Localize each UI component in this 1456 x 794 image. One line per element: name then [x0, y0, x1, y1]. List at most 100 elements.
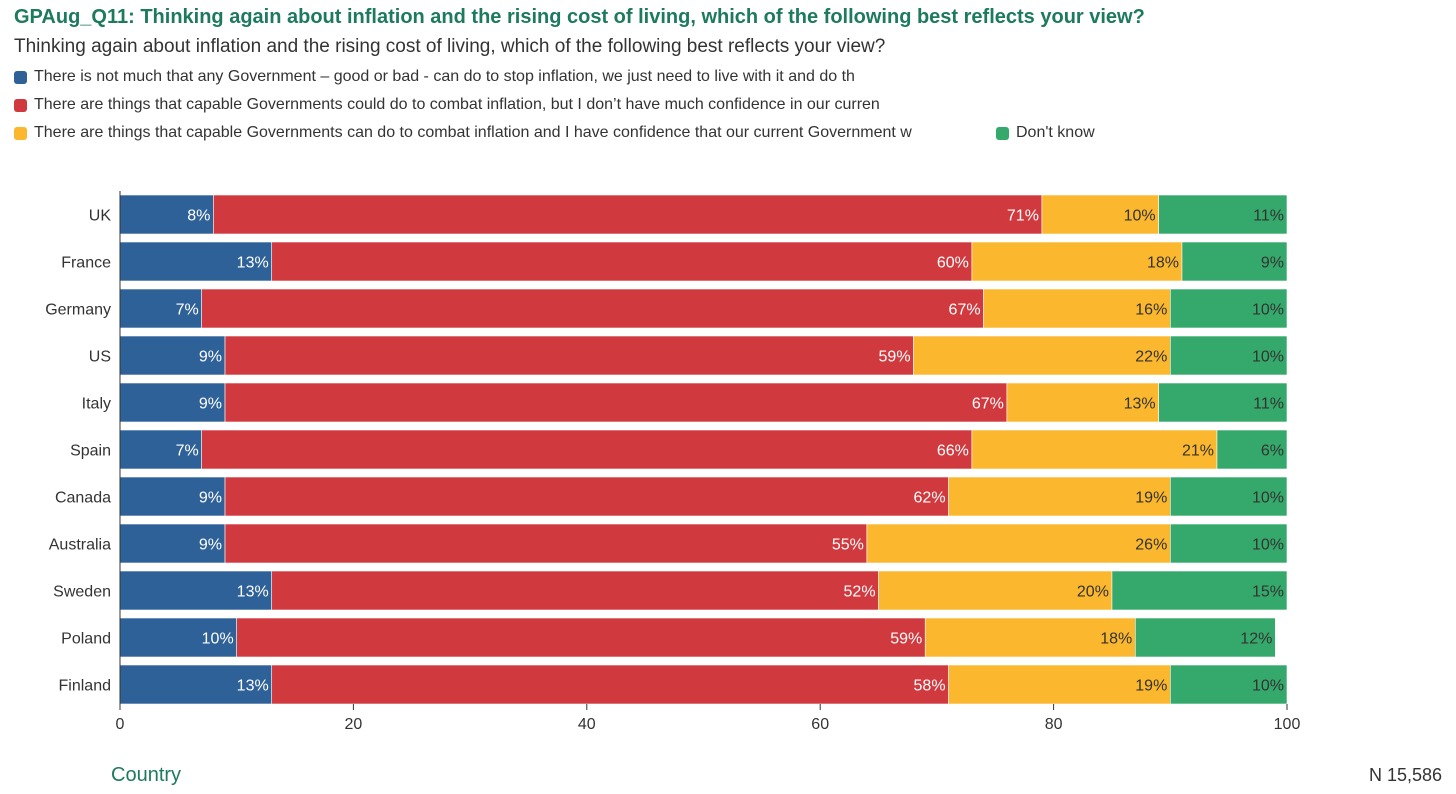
bar-sweden-series-4 — [1111, 570, 1288, 611]
legend-label-series-3: There are things that capable Government… — [34, 124, 912, 141]
data-label-france-series-1: 13% — [237, 255, 269, 272]
chart-subtitle: Thinking again about inflation and the r… — [14, 36, 886, 57]
bar-poland-series-1 — [119, 617, 237, 658]
data-label-finland-series-4: 10% — [1252, 678, 1284, 695]
bar-australia-series-3 — [866, 523, 1171, 564]
data-label-sweden-series-2: 52% — [844, 584, 876, 601]
data-label-france-series-2: 60% — [937, 255, 969, 272]
bar-poland-series-3 — [924, 617, 1136, 658]
data-label-germany-series-1: 7% — [176, 302, 199, 319]
category-label-spain: Spain — [70, 443, 111, 460]
bar-finland-series-2 — [271, 664, 949, 705]
data-label-canada-series-1: 9% — [199, 490, 222, 507]
data-label-spain-series-4: 6% — [1261, 443, 1284, 460]
category-label-finland: Finland — [59, 678, 111, 695]
chart-title: GPAug_Q11: Thinking again about inflatio… — [14, 6, 1145, 28]
bar-france-series-1 — [119, 241, 273, 282]
data-label-spain-series-1: 7% — [176, 443, 199, 460]
data-label-us-series-3: 22% — [1135, 349, 1167, 366]
sample-size-label: N 15,586 — [1368, 765, 1442, 785]
bar-australia-series-2 — [224, 523, 868, 564]
category-label-australia: Australia — [49, 537, 111, 554]
data-label-australia-series-2: 55% — [832, 537, 864, 554]
bar-italy-series-4 — [1158, 382, 1288, 423]
bar-italy-series-3 — [1006, 382, 1159, 423]
bar-germany-series-4 — [1170, 288, 1288, 329]
bar-us-series-3 — [913, 335, 1171, 376]
data-label-italy-series-3: 13% — [1124, 396, 1156, 413]
bar-us-series-2 — [224, 335, 914, 376]
category-label-germany: Germany — [45, 302, 111, 319]
bar-canada-series-2 — [224, 476, 949, 517]
bar-finland-series-4 — [1170, 664, 1288, 705]
data-label-australia-series-1: 9% — [199, 537, 222, 554]
legend-item-series-3[interactable]: There are things that capable Government… — [14, 124, 912, 142]
legend-item-series-1[interactable]: There is not much that any Government – … — [14, 68, 855, 86]
legend-swatch-series-4 — [996, 126, 1009, 140]
data-label-france-series-4: 9% — [1261, 255, 1284, 272]
x-tick-label-100: 100 — [1274, 716, 1301, 733]
data-label-uk-series-2: 71% — [1007, 208, 1039, 225]
bar-canada-series-3 — [948, 476, 1171, 517]
data-label-us-series-4: 10% — [1252, 349, 1284, 366]
data-label-sweden-series-1: 13% — [237, 584, 269, 601]
data-label-finland-series-1: 13% — [237, 678, 269, 695]
legend: There is not much that any Government – … — [14, 68, 1444, 152]
category-label-italy: Italy — [82, 396, 111, 413]
legend-item-series-2[interactable]: There are things that capable Government… — [14, 96, 880, 114]
data-label-canada-series-3: 19% — [1135, 490, 1167, 507]
category-label-canada: Canada — [55, 490, 111, 507]
legend-label-series-2: There are things that capable Government… — [34, 96, 880, 113]
data-label-poland-series-3: 18% — [1100, 631, 1132, 648]
category-label-france: France — [61, 255, 111, 272]
legend-swatch-series-3 — [14, 126, 27, 140]
bar-poland-series-4 — [1134, 617, 1276, 658]
data-label-uk-series-3: 10% — [1124, 208, 1156, 225]
bar-canada-series-4 — [1170, 476, 1288, 517]
bar-spain-series-1 — [119, 429, 202, 470]
data-label-us-series-1: 9% — [199, 349, 222, 366]
legend-item-series-4[interactable]: Don't know — [996, 124, 1095, 142]
bar-sweden-series-1 — [119, 570, 273, 611]
data-label-germany-series-3: 16% — [1135, 302, 1167, 319]
data-label-poland-series-4: 12% — [1240, 631, 1272, 648]
x-tick-label-40: 40 — [578, 716, 596, 733]
data-label-canada-series-4: 10% — [1252, 490, 1284, 507]
bar-france-series-2 — [271, 241, 973, 282]
data-label-germany-series-4: 10% — [1252, 302, 1284, 319]
data-label-italy-series-4: 11% — [1253, 396, 1284, 413]
bar-us-series-4 — [1170, 335, 1288, 376]
data-label-uk-series-1: 8% — [187, 208, 210, 225]
bar-france-series-4 — [1181, 241, 1288, 282]
bar-uk-series-2 — [213, 194, 1043, 235]
bar-italy-series-2 — [224, 382, 1008, 423]
data-label-spain-series-3: 21% — [1182, 443, 1214, 460]
bar-italy-series-1 — [119, 382, 226, 423]
bar-canada-series-1 — [119, 476, 226, 517]
x-tick-label-80: 80 — [1045, 716, 1063, 733]
data-label-poland-series-1: 10% — [202, 631, 234, 648]
bar-germany-series-2 — [201, 288, 984, 329]
legend-label-series-1: There is not much that any Government – … — [34, 68, 855, 85]
data-label-spain-series-2: 66% — [937, 443, 969, 460]
legend-swatch-series-1 — [14, 70, 27, 84]
data-label-uk-series-4: 11% — [1253, 208, 1284, 225]
bar-australia-series-1 — [119, 523, 226, 564]
bar-uk-series-1 — [119, 194, 214, 235]
data-label-finland-series-3: 19% — [1135, 678, 1167, 695]
legend-label-series-4: Don't know — [1016, 124, 1095, 141]
bar-sweden-series-3 — [878, 570, 1113, 611]
bar-sweden-series-2 — [271, 570, 879, 611]
x-tick-label-60: 60 — [811, 716, 829, 733]
bar-spain-series-2 — [201, 429, 973, 470]
category-label-poland: Poland — [61, 631, 111, 648]
data-label-sweden-series-3: 20% — [1077, 584, 1109, 601]
data-label-france-series-3: 18% — [1147, 255, 1179, 272]
x-tick-label-0: 0 — [116, 716, 125, 733]
x-axis-title: Country — [111, 764, 182, 786]
bar-france-series-3 — [971, 241, 1183, 282]
bar-germany-series-1 — [119, 288, 202, 329]
bar-spain-series-3 — [971, 429, 1218, 470]
